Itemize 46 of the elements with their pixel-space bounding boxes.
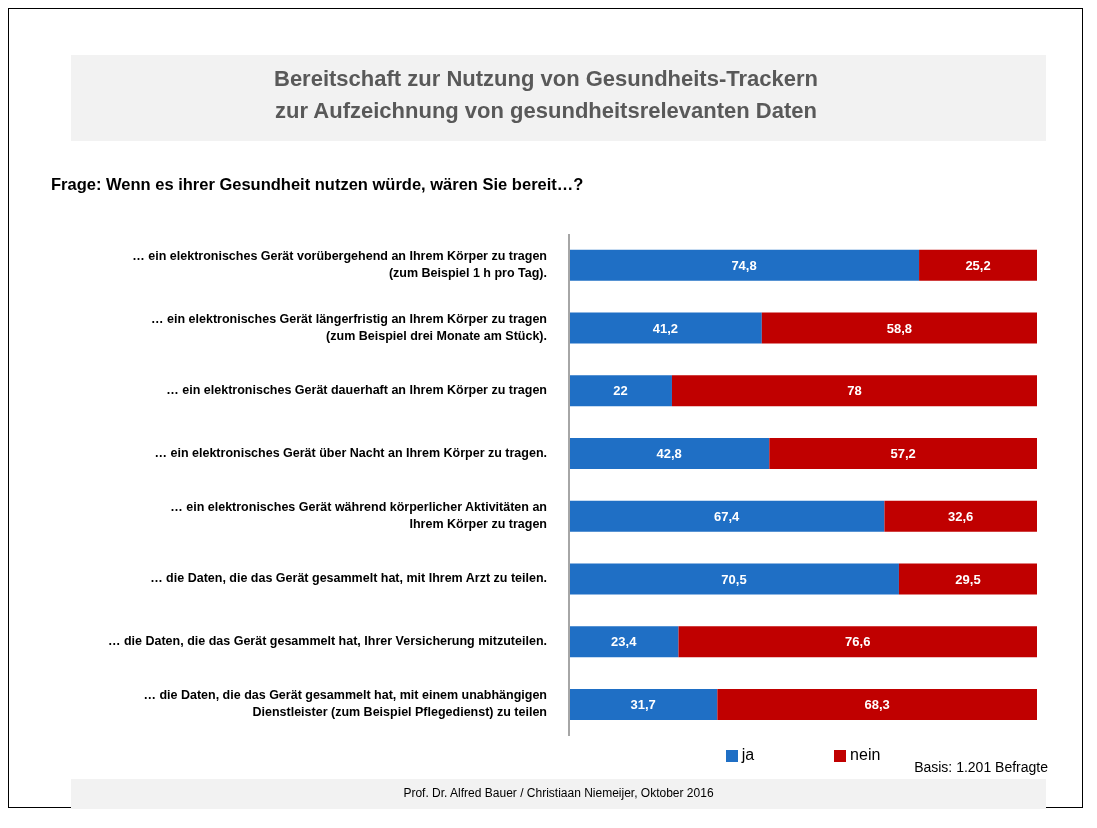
bar <box>569 688 718 720</box>
data-label: 22 <box>613 383 628 399</box>
bar <box>884 500 1037 532</box>
data-label: 67,4 <box>714 508 741 524</box>
bar <box>919 249 1037 281</box>
bar <box>678 626 1037 658</box>
bar <box>761 312 1037 344</box>
bar <box>671 375 1037 407</box>
data-label: 76,6 <box>845 634 871 650</box>
data-label: 41,2 <box>652 320 679 336</box>
bar <box>569 500 885 532</box>
bar <box>569 375 672 407</box>
data-label: 70,5 <box>721 571 747 587</box>
y-tick-label: … ein elektronisches Gerät über Nacht an Ihrem Körper zu tragen. <box>154 445 547 460</box>
bar <box>569 249 920 281</box>
data-label: 57,2 <box>890 446 916 462</box>
text: Frage: Wenn es ihrer Gesundheit nutzen würde, wären Sie bereit…? <box>51 175 584 194</box>
text: Prof. Dr. Alfred Bauer / Christiaan Niemeijer, Oktober 2016 <box>402 786 715 800</box>
bar <box>569 563 899 595</box>
data-label: 42,8 <box>656 446 682 462</box>
text: Basis: 1.201 Befragte <box>914 759 1048 775</box>
data-label: 74,8 <box>731 257 757 273</box>
data-label: 78 <box>847 383 862 399</box>
y-tick-label: … ein elektronisches Gerät während körperlicher Aktivitäten an Ihrem Körper zu tragen <box>170 500 547 532</box>
bar <box>569 312 762 344</box>
bar <box>569 437 770 469</box>
y-tick-label: … ein elektronisches Gerät längerfristig an Ihrem Körper zu tragen (zum Beispiel drei Monate am Stück). <box>151 311 547 343</box>
y-tick-label: … die Daten, die das Gerät gesammelt hat, mit einem unabhängigen Dienstleister (zum Beispiel Pflegedienst) zu teilen <box>143 688 547 720</box>
bar <box>898 563 1037 595</box>
y-tick-label: … die Daten, die das Gerät gesammelt hat, Ihrer Versicherung mitzuteilen. <box>107 634 547 649</box>
data-label: 58,8 <box>886 320 913 336</box>
data-label: 32,6 <box>948 508 974 524</box>
legend-label: nein <box>850 746 881 763</box>
y-tick-label: … die Daten, die das Gerät gesammelt hat, mit Ihrem Arzt zu teilen. <box>150 571 547 586</box>
y-tick-label: … ein elektronisches Gerät dauerhaft an Ihrem Körper zu tragen <box>166 383 547 398</box>
bar <box>717 688 1037 720</box>
bar <box>569 626 679 658</box>
data-label: 31,7 <box>630 697 656 713</box>
data-label: 29,5 <box>955 571 981 587</box>
chart-title: Bereitschaft zur Nutzung von Gesundheits-Trackern zur Aufzeichnung von gesundheitsrelevanten Daten <box>273 65 819 125</box>
bar <box>769 437 1037 469</box>
data-label: 68,3 <box>864 697 890 713</box>
data-label: 23,4 <box>611 634 638 650</box>
legend-label: ja <box>741 746 755 763</box>
y-tick-label: … ein elektronisches Gerät vorübergehend an Ihrem Körper zu tragen (zum Beispiel 1 h pro Tag). <box>132 249 547 281</box>
data-label: 25,2 <box>965 257 991 273</box>
